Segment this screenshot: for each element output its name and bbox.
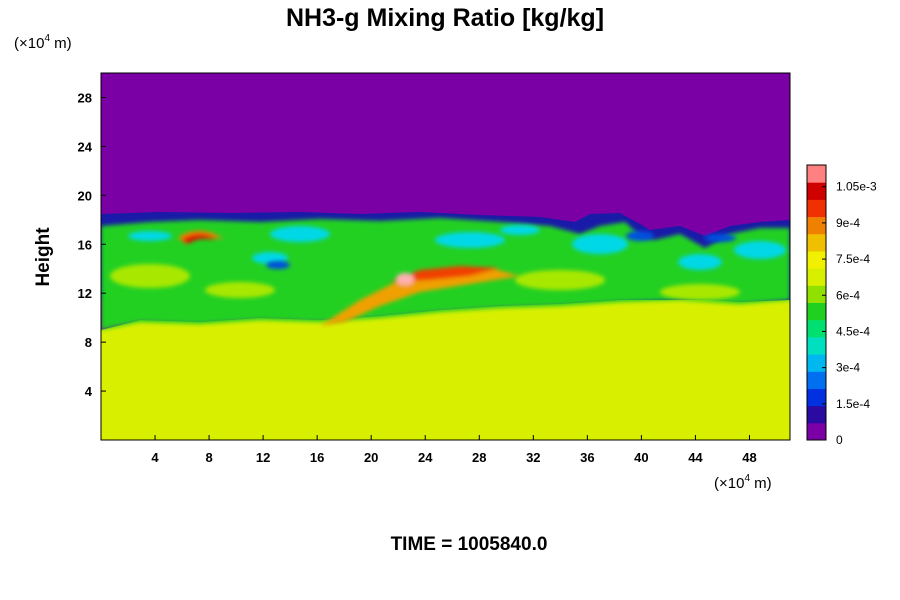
x-tick-label: 32 — [526, 450, 540, 465]
y-tick-label: 8 — [85, 335, 92, 350]
colorbar-band — [807, 182, 826, 200]
colorbar-band — [807, 165, 826, 183]
chart-title: NH3-g Mixing Ratio [kg/kg] — [286, 4, 604, 32]
x-ticks: 4 8 12 16 20 24 28 32 36 40 44 48 — [151, 435, 757, 465]
time-label: TIME = 1005840.0 — [391, 534, 548, 555]
colorbar-tick-label: 0 — [836, 433, 843, 447]
colorbar-band — [807, 354, 826, 372]
x-tick-label: 24 — [418, 450, 433, 465]
y-axis-label: Height — [33, 227, 54, 287]
y-unit-label: (×104 m) — [14, 33, 72, 52]
colorbar-band — [807, 285, 826, 303]
x-unit-label: (×104 m) — [714, 473, 772, 492]
colorbar-tick-label: 1.05e-3 — [836, 180, 877, 194]
colorbar-band — [807, 422, 826, 441]
colorbar-band — [807, 319, 826, 338]
x-tick-label: 12 — [256, 450, 270, 465]
x-tick-label: 16 — [310, 450, 324, 465]
colorbar-band — [807, 336, 826, 355]
colorbar-frame — [806, 164, 827, 441]
high-values — [178, 230, 520, 326]
colorbar-tick-label: 6e-4 — [836, 288, 860, 302]
colorbar — [806, 164, 827, 441]
y-tick-label: 4 — [85, 384, 93, 399]
x-tick-label: 44 — [688, 450, 703, 465]
x-tick-label: 40 — [634, 450, 648, 465]
colorbar-band — [807, 268, 826, 286]
colorbar-band — [807, 405, 826, 424]
colorbar-band — [807, 302, 826, 321]
y-tick-label: 24 — [78, 139, 93, 154]
heatmap-field — [101, 73, 790, 440]
light-patches — [110, 264, 740, 300]
x-tick-label: 4 — [151, 450, 159, 465]
x-tick-label: 20 — [364, 450, 378, 465]
colorbar-band — [807, 233, 826, 252]
colorbar-band — [807, 371, 826, 389]
colorbar-tick-label: 7.5e-4 — [836, 252, 870, 266]
colorbar-tick-label: 1.5e-4 — [836, 397, 870, 411]
colorbar-band — [807, 388, 826, 407]
colorbar-band — [807, 250, 826, 269]
y-tick-label: 12 — [78, 286, 92, 301]
y-tick-label: 16 — [78, 237, 92, 252]
x-tick-label: 48 — [742, 450, 756, 465]
colorbar-band — [807, 199, 826, 218]
colorbar-tick-label: 9e-4 — [836, 216, 860, 230]
colorbar-tick-label: 4.5e-4 — [836, 324, 870, 338]
cyan-patches — [128, 225, 786, 270]
colorbar-ticks: 0 1.5e-4 3e-4 4.5e-4 6e-4 7.5e-4 9e-4 1.05e-3 — [822, 180, 877, 447]
lower-layer — [101, 298, 790, 440]
colorbar-band — [807, 216, 826, 235]
x-tick-label: 8 — [205, 450, 212, 465]
x-tick-label: 28 — [472, 450, 486, 465]
y-tick-label: 20 — [78, 188, 92, 203]
x-tick-label: 36 — [580, 450, 594, 465]
plot-frame — [100, 72, 791, 441]
y-tick-label: 28 — [78, 90, 92, 105]
colorbar-tick-label: 3e-4 — [836, 361, 860, 375]
y-ticks: 4 8 12 16 20 24 28 — [78, 90, 106, 399]
blue-wisps — [266, 231, 736, 269]
